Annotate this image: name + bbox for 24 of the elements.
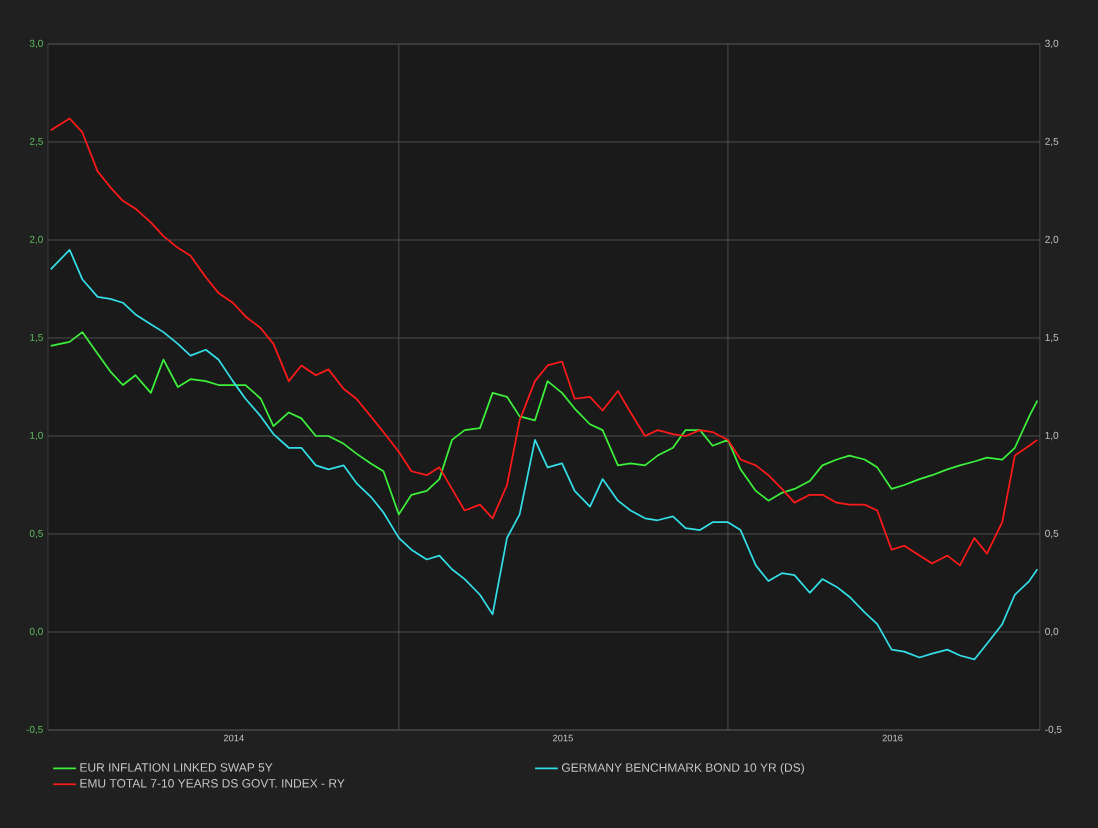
y-tick-label: 1,0 <box>30 431 43 441</box>
y-tick-label: 0,5 <box>29 529 43 539</box>
x-tick-label: 2014 <box>223 734 244 742</box>
y2-tick-label: 1,5 <box>1045 333 1059 343</box>
legend-label: EMU TOTAL 7-10 YEARS DS GOVT. INDEX - RY <box>80 779 345 788</box>
y2-tick-label: 1,0 <box>1045 431 1059 441</box>
legend-label: GERMANY BENCHMARK BOND 10 YR (DS) <box>561 763 804 775</box>
y2-tick-label: -0,5 <box>1045 725 1062 735</box>
y2-tick-label: 0,0 <box>1045 627 1059 637</box>
line-series <box>49 248 1039 661</box>
y2-tick-label: 2,0 <box>1045 235 1059 245</box>
y-tick-label: 0,0 <box>29 627 43 637</box>
y2-tick-label: 2,5 <box>1045 137 1059 147</box>
y-tick-label: 2,5 <box>29 137 43 147</box>
x-tick-label: 2015 <box>553 734 573 742</box>
y2-tick-label: 0,5 <box>1045 529 1059 539</box>
legend-label: EUR INFLATION LINKED SWAP 5Y <box>80 763 273 772</box>
y2-tick-label: 3,0 <box>1045 39 1059 49</box>
y-tick-label: 2,0 <box>29 235 43 245</box>
y-tick-label: 1,5 <box>30 333 43 343</box>
x-tick-label: 2016 <box>882 734 903 742</box>
line-series <box>49 117 1039 567</box>
y-tick-label: -0,5 <box>26 725 43 735</box>
y-tick-label: 3,0 <box>29 39 43 49</box>
